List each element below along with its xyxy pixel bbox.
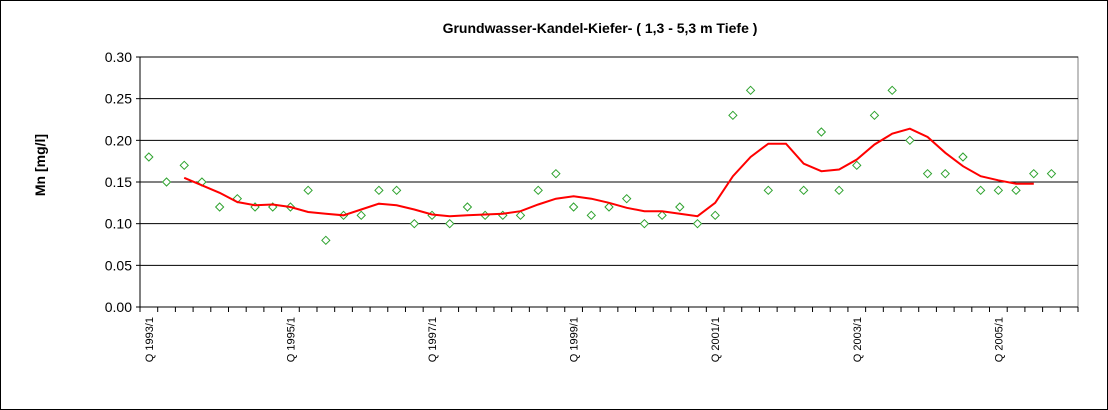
x-tick-label: Q 1999/1 (569, 317, 581, 362)
data-point-diamond (515, 210, 526, 221)
data-point-diamond (905, 135, 915, 146)
x-tick-label: Q 1995/1 (285, 317, 297, 362)
y-tick-label: 0.15 (105, 174, 132, 190)
data-point-diamond (940, 168, 950, 179)
data-point-diamond (639, 218, 650, 229)
x-tick-label: Q 1997/1 (427, 317, 439, 362)
chart-title: Grundwasser-Kandel-Kiefer- ( 1,3 - 5,3 m… (442, 20, 758, 36)
x-tick-label: Q 2005/1 (993, 317, 1005, 362)
data-point-diamond (1046, 168, 1057, 179)
data-point-diamond (214, 202, 225, 212)
data-point-diamond (445, 218, 455, 229)
data-point-diamond (958, 152, 968, 162)
y-tick-label: 0.20 (105, 132, 132, 148)
data-point-diamond (356, 210, 366, 221)
data-point-diamond (144, 152, 154, 162)
data-point-diamond (409, 218, 420, 229)
data-point-diamond (391, 185, 402, 196)
data-point-diamond (798, 185, 809, 196)
x-tick-label: Q 2003/1 (852, 317, 864, 362)
data-point-diamond (604, 202, 614, 212)
data-point-diamond (710, 210, 720, 221)
trend-line (183, 127, 1034, 218)
data-point-diamond (887, 85, 897, 96)
data-point-diamond (1011, 185, 1021, 196)
data-point-diamond (533, 185, 543, 196)
data-point-diamond (462, 202, 473, 212)
y-tick-label: 0.10 (105, 216, 132, 232)
y-tick-label: 0.05 (105, 257, 132, 273)
data-point-diamond (675, 202, 685, 212)
data-point-diamond (922, 168, 933, 179)
data-point-diamond (745, 85, 756, 96)
data-point-diamond (728, 110, 738, 121)
y-axis-ticks: 0.00 0.05 0.10 0.15 0.20 0.25 0.30 (105, 49, 140, 315)
x-axis-ticks: Q 1993/1 Q 1995/1 Q 1997/1 Q 1999/1 Q 2001/1… (139, 307, 1079, 362)
y-tick-label: 0.00 (105, 299, 132, 315)
data-point-diamond (657, 210, 667, 221)
data-point-diamond (161, 177, 172, 187)
series-layer (144, 85, 1057, 246)
data-point-diamond (374, 185, 384, 196)
data-point-diamond (763, 185, 773, 196)
y-tick-label: 0.25 (105, 91, 132, 107)
gridlines (139, 56, 1079, 308)
data-point-diamond (303, 185, 313, 196)
data-point-diamond (816, 127, 827, 137)
data-point-diamond (568, 202, 579, 212)
data-point-diamond (551, 168, 561, 179)
data-point-diamond (852, 160, 862, 171)
data-point-diamond (1029, 168, 1039, 179)
y-tick-label: 0.30 (105, 49, 132, 65)
data-point-diamond (993, 185, 1004, 196)
data-point-diamond (834, 185, 844, 196)
data-point-diamond (621, 193, 632, 204)
data-point-diamond (586, 210, 597, 221)
data-point-diamond (975, 185, 986, 196)
x-tick-label: Q 2001/1 (710, 317, 722, 362)
data-point-diamond (692, 218, 703, 229)
x-tick-label: Q 1993/1 (144, 317, 156, 362)
data-point-diamond (179, 160, 189, 171)
data-point-diamond (321, 235, 331, 246)
data-point-diamond (869, 110, 880, 121)
